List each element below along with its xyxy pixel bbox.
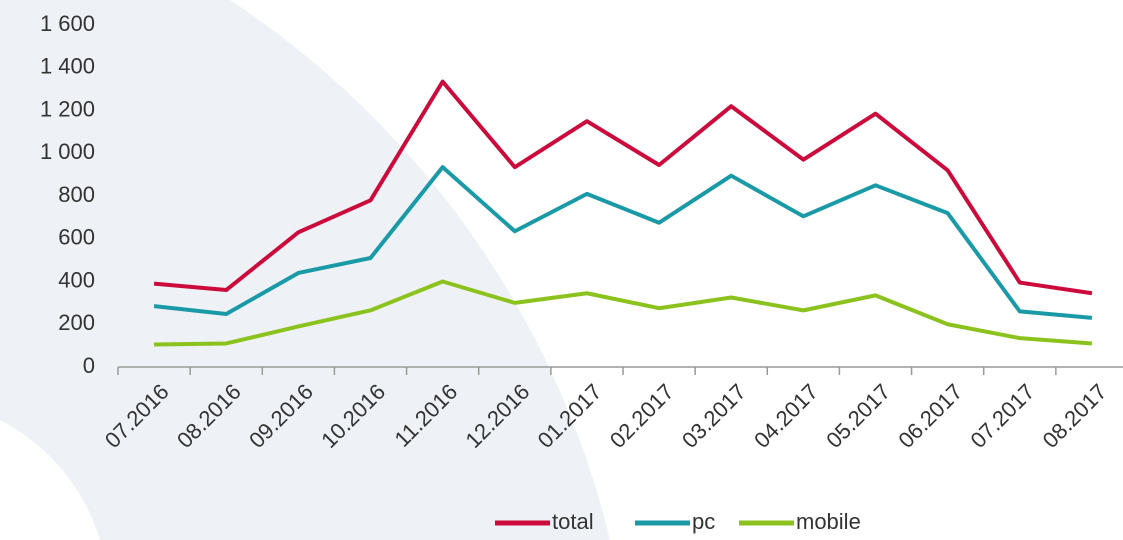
y-tick-label: 200 — [58, 310, 95, 335]
x-tick-label: 02.2017 — [605, 379, 679, 453]
y-tick-label: 1 200 — [40, 96, 95, 121]
x-tick-label: 05.2017 — [821, 379, 895, 453]
x-tick-label: 03.2017 — [677, 379, 751, 453]
legend-label: mobile — [796, 509, 861, 534]
y-tick-label: 800 — [58, 182, 95, 207]
y-tick-label: 1 600 — [40, 11, 95, 36]
x-tick-label: 07.2017 — [966, 379, 1040, 453]
y-tick-label: 0 — [83, 353, 95, 378]
x-tick-label: 08.2017 — [1038, 379, 1112, 453]
series-line — [153, 165, 1093, 320]
legend-label: total — [552, 509, 594, 534]
series-line — [153, 79, 1093, 296]
y-tick-label: 1 000 — [40, 139, 95, 164]
y-tick-label: 1 400 — [40, 54, 95, 79]
y-tick-label: 400 — [58, 267, 95, 292]
y-tick-label: 600 — [58, 225, 95, 250]
series-line — [154, 279, 1093, 347]
x-tick-label: 06.2017 — [893, 379, 967, 453]
legend-label: pc — [692, 509, 715, 534]
x-tick-label: 04.2017 — [749, 379, 823, 453]
